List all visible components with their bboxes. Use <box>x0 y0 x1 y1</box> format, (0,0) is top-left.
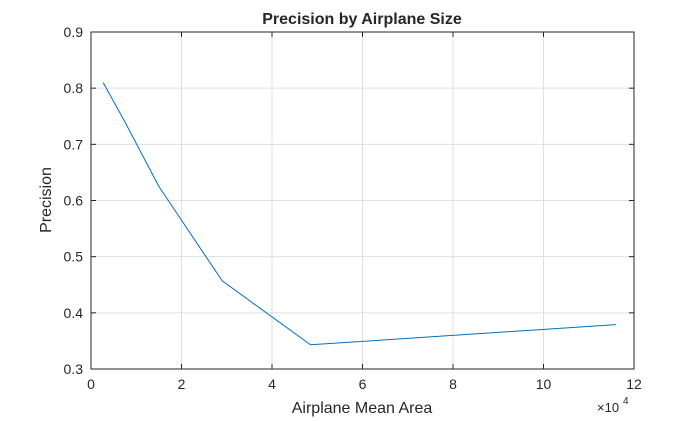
y-tick-label: 0.3 <box>64 361 84 377</box>
x-tick-label: 10 <box>536 376 552 392</box>
x-tick-label: 12 <box>626 376 642 392</box>
x-tick-label: 6 <box>359 376 367 392</box>
x-tick-label: 2 <box>178 376 186 392</box>
x-tick-label: 8 <box>449 376 457 392</box>
y-tick-label: 0.4 <box>64 305 84 321</box>
y-tick-label: 0.6 <box>64 193 84 209</box>
x-multiplier-exponent: 4 <box>623 396 629 407</box>
y-tick-labels: 0.3 0.4 0.5 0.6 0.7 0.8 0.9 <box>64 24 84 377</box>
x-tick-label: 0 <box>87 376 95 392</box>
y-tick-label: 0.9 <box>64 24 84 40</box>
x-tick-labels: 0 2 4 6 8 10 12 <box>87 376 642 392</box>
chart-title: Precision by Airplane Size <box>262 11 462 28</box>
series-group <box>102 82 616 346</box>
y-tick-label: 0.8 <box>64 80 84 96</box>
x-multiplier-base: ×10 <box>597 400 619 415</box>
x-multiplier: ×10 4 <box>597 396 629 415</box>
y-axis-label: Precision <box>38 167 55 233</box>
x-axis-label: Airplane Mean Area <box>292 400 433 417</box>
ticks <box>90 31 635 370</box>
y-tick-label: 0.7 <box>64 136 84 152</box>
y-tick-label: 0.5 <box>64 249 84 265</box>
series-line <box>102 82 616 346</box>
x-tick-label: 4 <box>268 376 276 392</box>
